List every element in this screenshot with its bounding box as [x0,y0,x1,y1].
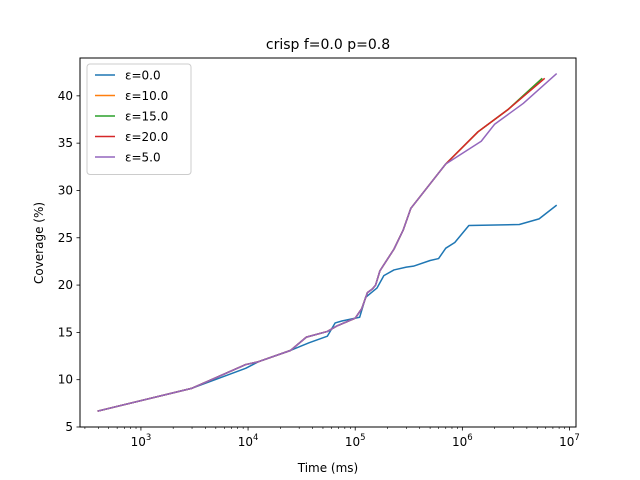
y-tick-label: 20 [58,278,73,292]
y-tick-label: 40 [58,89,73,103]
x-tick-label: 106 [452,433,473,449]
legend-label-0: ε=0.0 [125,69,161,83]
x-tick-label: 107 [559,433,580,449]
legend-label-3: ε=20.0 [125,130,168,144]
axis-ticks: 103 104 105 106 107 5 10 15 20 25 30 35 40 [58,89,580,449]
y-axis-label: Coverage (%) [32,202,46,284]
legend-label-4: ε=5.0 [125,151,161,165]
y-tick-label: 30 [58,183,73,197]
x-tick-label: 104 [238,433,259,449]
axes-frame [79,57,577,428]
legend-label-1: ε=10.0 [125,89,168,103]
x-axis-label: Time (ms) [297,461,359,475]
legend: ε=0.0 ε=10.0 ε=15.0 ε=20.0 ε=5.0 [86,63,192,175]
legend-label-2: ε=15.0 [125,110,168,124]
y-tick-label: 15 [58,325,73,339]
y-tick-label: 35 [58,136,73,150]
series-line-4 [97,73,558,412]
y-tick-label: 25 [58,231,73,245]
x-tick-label: 105 [345,433,366,449]
legend-box [86,63,192,175]
y-tick-label: 10 [58,373,73,387]
plot-area [97,73,558,412]
y-tick-label: 5 [65,420,73,434]
x-tick-label: 103 [131,433,152,449]
chart-title: crisp f=0.0 p=0.8 [266,37,390,53]
